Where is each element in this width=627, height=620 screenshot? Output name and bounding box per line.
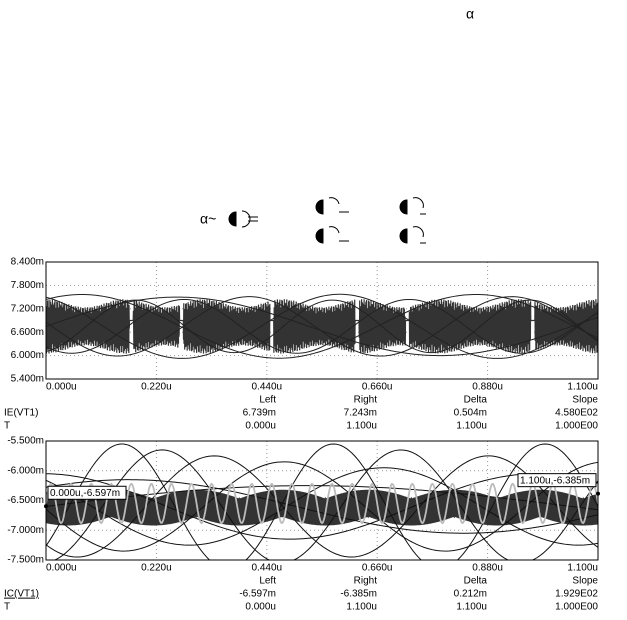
x-tick-label: 1.100u bbox=[567, 563, 598, 574]
x-tick-label: 0.880u bbox=[472, 382, 503, 393]
row-label: T bbox=[4, 421, 10, 432]
y-tick-label: 8.400m bbox=[11, 257, 44, 268]
waveform bbox=[46, 467, 598, 546]
table-cell: 1.000E00 bbox=[555, 421, 598, 432]
waveform bbox=[46, 296, 598, 357]
waveform bbox=[53, 449, 598, 560]
waveform bbox=[46, 461, 598, 552]
table-header: Left bbox=[259, 576, 276, 587]
table-cell: -6.385m bbox=[340, 589, 377, 600]
y-tick-label: -6.000m bbox=[7, 465, 44, 476]
y-tick-label: 5.400m bbox=[11, 374, 44, 385]
table-cell: 1.000E00 bbox=[555, 602, 598, 613]
table-header: Right bbox=[354, 576, 378, 587]
x-tick-label: 0.220u bbox=[141, 382, 172, 393]
table-header: Delta bbox=[464, 395, 488, 406]
table-cell: 1.100u bbox=[456, 421, 487, 432]
table-cell: 1.100u bbox=[456, 602, 487, 613]
cursor-box bbox=[47, 485, 127, 500]
plot: -5.500m-6.000m-6.500m-7.000m-7.500m0.000… bbox=[4, 436, 600, 613]
x-tick-label: 1.100u bbox=[567, 382, 598, 393]
plot-frame bbox=[45, 261, 599, 380]
y-tick-label: -7.500m bbox=[7, 555, 44, 566]
y-tick-label: -7.000m bbox=[7, 525, 44, 536]
symbol: α bbox=[466, 6, 474, 22]
plot-frame bbox=[45, 440, 599, 561]
row-label: IC(VT1) bbox=[4, 589, 39, 600]
waveform bbox=[46, 482, 598, 525]
table-header: Right bbox=[354, 395, 378, 406]
table-cell: 0.212m bbox=[454, 589, 487, 600]
waveforms bbox=[46, 293, 598, 359]
cursor-point bbox=[44, 504, 48, 509]
waveform bbox=[46, 293, 598, 359]
waveform bbox=[46, 443, 598, 560]
x-tick-label: 0.220u bbox=[141, 563, 172, 574]
table-cell: 4.580E02 bbox=[555, 408, 598, 419]
table-cell: 1.100u bbox=[346, 602, 377, 613]
table-header: Delta bbox=[464, 576, 488, 587]
waveform bbox=[46, 479, 598, 534]
cursor-label: 1.100u,-6.385m bbox=[520, 475, 590, 486]
waveform bbox=[46, 293, 598, 359]
waveform bbox=[46, 298, 598, 354]
cursor-point bbox=[596, 491, 600, 496]
table-cell: 0.000u bbox=[245, 421, 276, 432]
x-tick-label: 0.440u bbox=[252, 382, 283, 393]
table-cell: 1.929E02 bbox=[555, 589, 598, 600]
y-tick-label: 6.000m bbox=[11, 350, 44, 361]
table-header: Slope bbox=[572, 395, 598, 406]
formula-glyphs bbox=[228, 197, 426, 244]
table-cell: -6.597m bbox=[239, 589, 276, 600]
y-tick-label: 7.800m bbox=[11, 280, 44, 291]
waveform bbox=[46, 299, 598, 354]
waveform bbox=[46, 489, 598, 526]
table-cell: 7.243m bbox=[344, 408, 377, 419]
table-cell: 0.504m bbox=[454, 408, 487, 419]
table-header: Left bbox=[259, 395, 276, 406]
cursor-box bbox=[517, 473, 597, 488]
x-tick-label: 0.440u bbox=[252, 563, 283, 574]
cursor-label: 0.000u,-6.597m bbox=[50, 488, 120, 499]
y-tick-label: -5.500m bbox=[7, 436, 44, 447]
table-header: Slope bbox=[572, 576, 598, 587]
waveform bbox=[46, 299, 598, 354]
x-tick-label: 0.000u bbox=[46, 382, 77, 393]
y-tick-label: 7.200m bbox=[11, 303, 44, 314]
table-cell: 0.000u bbox=[245, 602, 276, 613]
table-cell: 1.100u bbox=[346, 421, 377, 432]
x-tick-label: 0.000u bbox=[46, 563, 77, 574]
row-label: T bbox=[4, 602, 10, 613]
plot: 8.400m7.800m7.200m6.600m6.000m5.400m0.00… bbox=[4, 257, 599, 432]
row-label: IE(VT1) bbox=[4, 408, 38, 419]
x-tick-label: 0.880u bbox=[472, 563, 503, 574]
x-tick-label: 0.660u bbox=[362, 382, 393, 393]
y-tick-label: -6.500m bbox=[7, 495, 44, 506]
x-tick-label: 0.660u bbox=[362, 563, 393, 574]
waveform bbox=[46, 473, 598, 540]
waveforms bbox=[46, 443, 598, 560]
y-tick-label: 6.600m bbox=[11, 327, 44, 338]
formula: α~ bbox=[200, 211, 216, 227]
table-cell: 6.739m bbox=[243, 408, 276, 419]
